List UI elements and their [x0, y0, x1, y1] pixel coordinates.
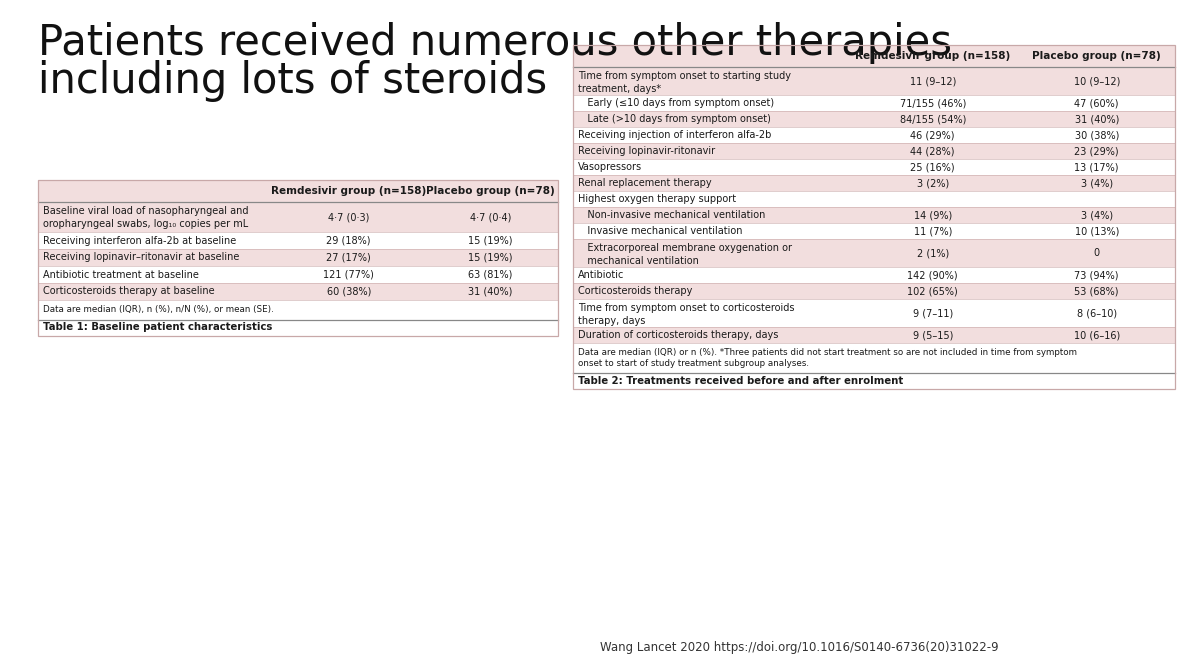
Text: 31 (40%): 31 (40%) — [468, 287, 512, 297]
Bar — [574, 67, 1175, 95]
Bar — [38, 249, 558, 266]
Text: 27 (17%): 27 (17%) — [326, 253, 371, 263]
Bar — [38, 202, 558, 232]
Text: Table 1: Baseline patient characteristics: Table 1: Baseline patient characteristic… — [43, 322, 272, 332]
Text: 3 (4%): 3 (4%) — [1081, 210, 1112, 220]
Text: Highest oxygen therapy support: Highest oxygen therapy support — [578, 194, 736, 204]
Bar — [574, 111, 1175, 127]
Bar — [574, 45, 1175, 389]
Bar — [574, 127, 1175, 143]
Text: 29 (18%): 29 (18%) — [326, 235, 371, 245]
Text: 25 (16%): 25 (16%) — [911, 162, 955, 172]
Bar — [38, 180, 558, 300]
Text: Duration of corticosteroids therapy, days: Duration of corticosteroids therapy, day… — [578, 330, 779, 340]
Text: 53 (68%): 53 (68%) — [1074, 286, 1118, 296]
Text: 23 (29%): 23 (29%) — [1074, 146, 1120, 156]
Bar — [574, 223, 1175, 239]
Bar — [38, 283, 558, 300]
Text: Receiving injection of interferon alfa-2b: Receiving injection of interferon alfa-2… — [578, 130, 772, 140]
Bar — [574, 143, 1175, 159]
Text: 3 (4%): 3 (4%) — [1081, 178, 1112, 188]
Text: Patients received numerous other therapies: Patients received numerous other therapi… — [38, 22, 952, 64]
Text: 30 (38%): 30 (38%) — [1074, 130, 1118, 140]
Text: Corticosteroids therapy: Corticosteroids therapy — [578, 286, 692, 296]
Text: 102 (65%): 102 (65%) — [907, 286, 958, 296]
Text: Antibiotic treatment at baseline: Antibiotic treatment at baseline — [43, 269, 199, 279]
Text: 44 (28%): 44 (28%) — [911, 146, 955, 156]
Text: Receiving lopinavir–ritonavir at baseline: Receiving lopinavir–ritonavir at baselin… — [43, 253, 239, 263]
Text: Non-invasive mechanical ventilation: Non-invasive mechanical ventilation — [578, 210, 766, 220]
Bar — [574, 327, 1175, 343]
Text: 11 (9–12): 11 (9–12) — [910, 76, 956, 86]
Text: 2 (1%): 2 (1%) — [917, 248, 949, 258]
Text: Wang Lancet 2020 https://doi.org/10.1016/S0140-6736(20)31022-9: Wang Lancet 2020 https://doi.org/10.1016… — [600, 641, 998, 654]
Text: Antibiotic: Antibiotic — [578, 270, 624, 280]
Text: 9 (7–11): 9 (7–11) — [912, 308, 953, 318]
Text: 13 (17%): 13 (17%) — [1074, 162, 1118, 172]
Text: Invasive mechanical ventilation: Invasive mechanical ventilation — [578, 226, 743, 236]
Text: 31 (40%): 31 (40%) — [1074, 114, 1118, 124]
Text: Receiving interferon alfa-2b at baseline: Receiving interferon alfa-2b at baseline — [43, 235, 236, 245]
Text: Placebo group (n=78): Placebo group (n=78) — [1032, 51, 1162, 61]
Text: 9 (5–15): 9 (5–15) — [912, 330, 953, 340]
Text: Time from symptom onset to corticosteroids
therapy, days: Time from symptom onset to corticosteroi… — [578, 303, 794, 326]
Bar — [574, 45, 1175, 343]
Text: Late (>10 days from symptom onset): Late (>10 days from symptom onset) — [578, 114, 770, 124]
Bar — [574, 267, 1175, 283]
Text: Placebo group (n=78): Placebo group (n=78) — [426, 186, 554, 196]
Bar — [574, 191, 1175, 207]
Text: including lots of steroids: including lots of steroids — [38, 60, 547, 102]
Text: 14 (9%): 14 (9%) — [913, 210, 952, 220]
Bar — [574, 95, 1175, 111]
Bar — [574, 207, 1175, 223]
Text: 63 (81%): 63 (81%) — [468, 269, 512, 279]
Text: Early (≤10 days from symptom onset): Early (≤10 days from symptom onset) — [578, 98, 774, 108]
Text: 142 (90%): 142 (90%) — [907, 270, 958, 280]
Bar — [574, 159, 1175, 175]
Bar — [574, 239, 1175, 267]
Text: 84/155 (54%): 84/155 (54%) — [900, 114, 966, 124]
Text: 71/155 (46%): 71/155 (46%) — [900, 98, 966, 108]
Text: 0: 0 — [1093, 248, 1100, 258]
Text: 8 (6–10): 8 (6–10) — [1076, 308, 1117, 318]
Text: Baseline viral load of nasopharyngeal and
oropharyngeal swabs, log₁₀ copies per : Baseline viral load of nasopharyngeal an… — [43, 206, 248, 228]
Text: Remdesivir group (n=158): Remdesivir group (n=158) — [271, 186, 426, 196]
Bar — [38, 232, 558, 249]
Text: Remdesivir group (n=158): Remdesivir group (n=158) — [856, 51, 1010, 61]
Text: Data are median (IQR), n (%), n/N (%), or mean (SE).: Data are median (IQR), n (%), n/N (%), o… — [43, 305, 274, 314]
Text: Data are median (IQR) or n (%). *Three patients did not start treatment so are n: Data are median (IQR) or n (%). *Three p… — [578, 348, 1078, 369]
Text: Table 2: Treatments received before and after enrolment: Table 2: Treatments received before and … — [578, 376, 904, 386]
Text: 121 (77%): 121 (77%) — [323, 269, 374, 279]
Text: 11 (7%): 11 (7%) — [913, 226, 952, 236]
Bar — [574, 299, 1175, 327]
Text: 60 (38%): 60 (38%) — [326, 287, 371, 297]
Text: Renal replacement therapy: Renal replacement therapy — [578, 178, 712, 188]
Bar — [574, 175, 1175, 191]
Text: 10 (6–16): 10 (6–16) — [1074, 330, 1120, 340]
Text: 10 (9–12): 10 (9–12) — [1074, 76, 1120, 86]
Text: 73 (94%): 73 (94%) — [1074, 270, 1118, 280]
Bar — [38, 180, 558, 336]
Text: 47 (60%): 47 (60%) — [1074, 98, 1118, 108]
Bar — [38, 266, 558, 283]
Text: 4·7 (0·4): 4·7 (0·4) — [469, 212, 511, 222]
Text: 15 (19%): 15 (19%) — [468, 235, 512, 245]
Text: 3 (2%): 3 (2%) — [917, 178, 949, 188]
Text: 10 (13%): 10 (13%) — [1074, 226, 1118, 236]
Text: Receiving lopinavir-ritonavir: Receiving lopinavir-ritonavir — [578, 146, 715, 156]
Text: Corticosteroids therapy at baseline: Corticosteroids therapy at baseline — [43, 287, 215, 297]
Text: 4·7 (0·3): 4·7 (0·3) — [328, 212, 370, 222]
Text: Time from symptom onset to starting study
treatment, days*: Time from symptom onset to starting stud… — [578, 71, 791, 94]
Bar — [574, 283, 1175, 299]
Text: Extracorporeal membrane oxygenation or
   mechanical ventilation: Extracorporeal membrane oxygenation or m… — [578, 243, 792, 266]
Text: Vasopressors: Vasopressors — [578, 162, 642, 172]
Text: 46 (29%): 46 (29%) — [911, 130, 955, 140]
Text: 15 (19%): 15 (19%) — [468, 253, 512, 263]
